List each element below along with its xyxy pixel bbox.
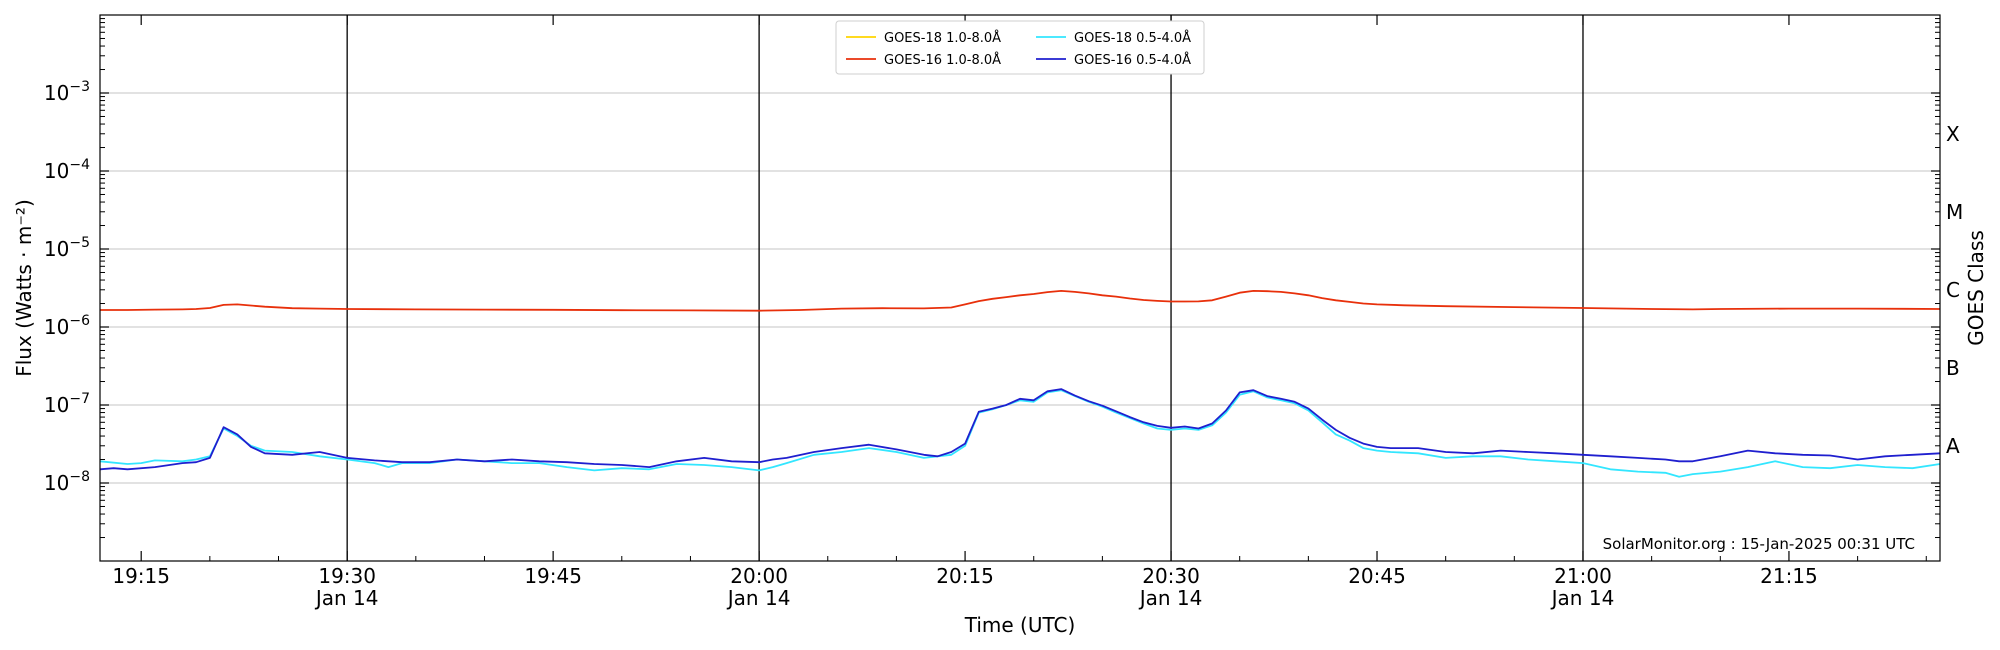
y-axis-title: Flux (Watts · m⁻²) <box>12 199 36 377</box>
x-tick-label: 20:30 <box>1142 564 1200 588</box>
series-line-2 <box>100 289 1941 312</box>
goes-class-label: A <box>1946 434 1960 458</box>
x-tick-sublabel: Jan 14 <box>726 586 791 610</box>
legend-frame <box>835 20 1205 75</box>
goes-class-labels: A B C M X <box>1946 122 1963 458</box>
y-tick-label: 10−3 <box>44 79 90 105</box>
legend: GOES-18 1.0-8.0Å GOES-16 1.0-8.0Å GOES-18 … <box>835 20 1205 75</box>
legend-label: GOES-16 0.5-4.0Å <box>1074 52 1191 68</box>
legend-label: GOES-18 1.0-8.0Å <box>884 30 1001 46</box>
x-tick-label: 20:45 <box>1348 564 1406 588</box>
y-tick-label: 10−4 <box>44 157 90 183</box>
x-tick-sublabel: Jan 14 <box>1550 586 1615 610</box>
vertical-marker-lines <box>346 15 1584 561</box>
y-tick-label: 10−5 <box>44 235 90 261</box>
x-tick-label: 19:45 <box>524 564 582 588</box>
goes-class-label: M <box>1946 200 1963 224</box>
goes-class-label: B <box>1946 356 1960 380</box>
x-axis-title: Time (UTC) <box>964 613 1076 637</box>
x-tick-label: 21:15 <box>1760 564 1818 588</box>
legend-label: GOES-18 0.5-4.0Å <box>1074 30 1191 46</box>
x-tick-label: 20:00 <box>730 564 788 588</box>
credit-annotation: SolarMonitor.org : 15-Jan-2025 00:31 UTC <box>1603 535 1915 553</box>
goes-class-label: C <box>1946 278 1960 302</box>
series-line-3 <box>99 389 1941 478</box>
goes-class-label: X <box>1946 122 1960 146</box>
x-tick-label: 19:15 <box>112 564 170 588</box>
legend-label: GOES-16 1.0-8.0Å <box>884 52 1001 68</box>
y-axis-title-right: GOES Class <box>1964 230 1988 346</box>
series-line-4 <box>99 388 1941 471</box>
y-tick-label: 10−8 <box>44 469 90 495</box>
x-tick-sublabel: Jan 14 <box>1138 586 1203 610</box>
y-tick-label: 10−7 <box>44 391 90 417</box>
y-tick-label: 10−6 <box>44 313 90 339</box>
x-tick-label: 20:15 <box>936 564 994 588</box>
x-tick-label: 19:30 <box>318 564 376 588</box>
plot-frame <box>99 14 1941 562</box>
series-layer <box>99 289 1941 478</box>
grid-layer <box>100 92 1940 484</box>
x-tick-sublabel: Jan 14 <box>314 586 379 610</box>
x-tick-label: 21:00 <box>1554 564 1612 588</box>
